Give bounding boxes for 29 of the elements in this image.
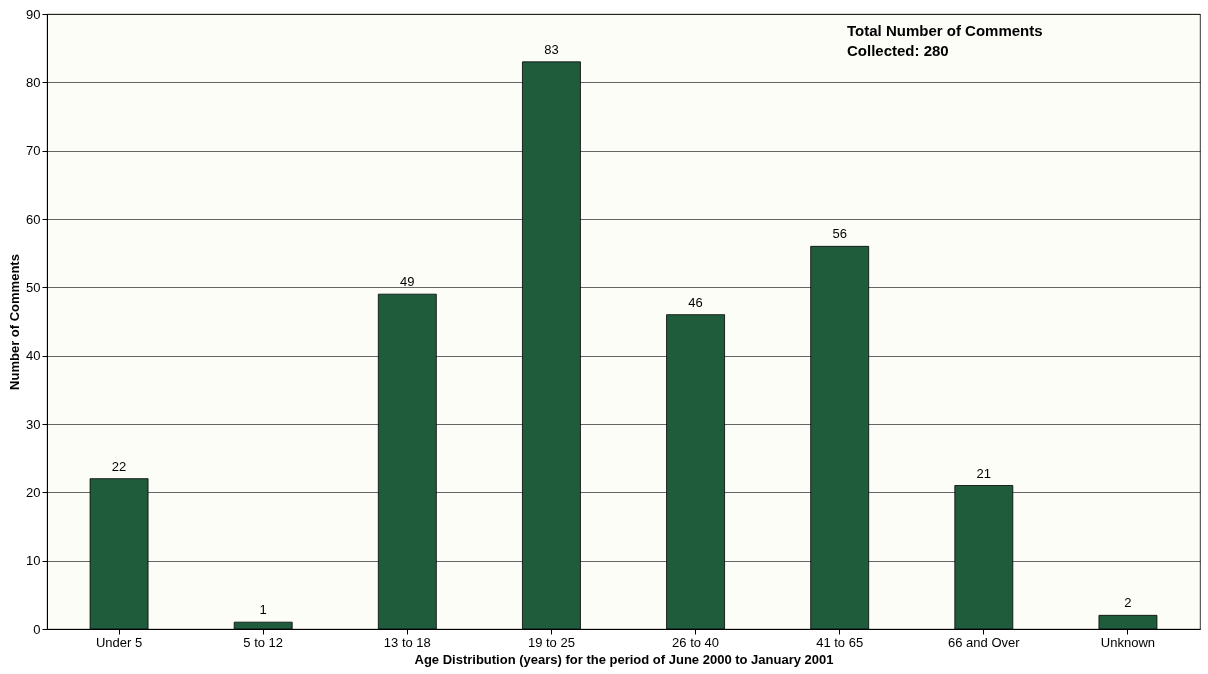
y-tick-label: 50	[26, 279, 41, 295]
x-tick-label: Unknown	[1100, 634, 1156, 650]
x-axis-title: Age Distribution (years) for the period of June 2000 to January 2001	[414, 651, 834, 667]
data-label: 2	[1124, 595, 1132, 611]
x-tick-label: 5 to 12	[243, 634, 284, 650]
x-tick-label: Under 5	[95, 634, 143, 650]
x-tick-label: 26 to 40	[672, 634, 720, 650]
data-label: 56	[832, 226, 847, 242]
y-tick-label: 40	[26, 348, 41, 364]
data-label: 83	[544, 41, 559, 57]
x-tick-label: 41 to 65	[816, 634, 864, 650]
x-tick-label: 66 and Over	[948, 634, 1021, 650]
y-tick-label: 10	[26, 553, 41, 569]
x-tick-label: 13 to 18	[383, 634, 431, 650]
y-tick-label: 80	[26, 74, 41, 90]
y-tick-label: 0	[33, 621, 41, 637]
y-tick-label: 90	[26, 6, 41, 22]
data-label: 22	[111, 458, 127, 474]
annotation: Total Number of Comments Collected: 280	[847, 22, 1043, 59]
y-axis-title: Number of Comments	[7, 254, 23, 390]
data-label: 49	[400, 274, 415, 290]
y-tick-label: 30	[26, 416, 41, 432]
data-label: 21	[976, 465, 992, 481]
y-tick-label: 70	[26, 143, 41, 159]
data-label: 46	[688, 294, 703, 310]
data-label: 1	[259, 602, 267, 618]
x-tick-label: 19 to 25	[527, 634, 575, 650]
y-tick-label: 20	[26, 484, 41, 500]
y-tick-label: 60	[26, 211, 41, 227]
